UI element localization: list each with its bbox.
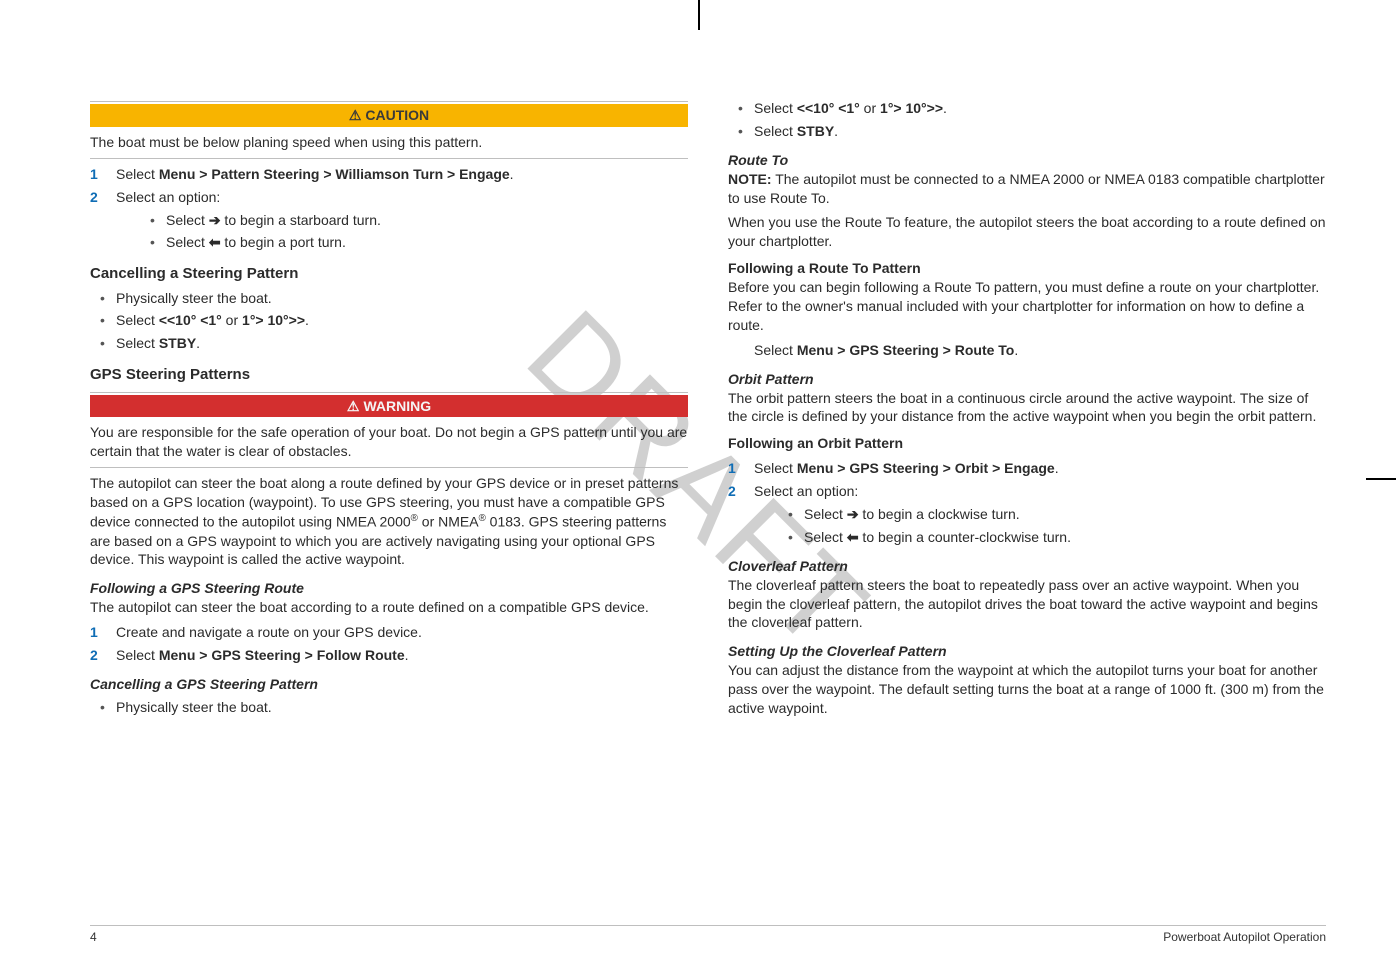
rule	[90, 158, 688, 159]
step: 1 Select Menu > GPS Steering > Orbit > En…	[728, 459, 1326, 478]
footer-title: Powerboat Autopilot Operation	[1163, 930, 1326, 944]
text: When you use the Route To feature, the a…	[728, 213, 1326, 251]
step: 2 Select an option: Select ➔ to begin a …	[90, 188, 688, 253]
warning-banner: ⚠WARNING	[90, 395, 688, 418]
step: 1 Select Menu > Pattern Steering > Willi…	[90, 165, 688, 184]
bullet: Physically steer the boat.	[90, 698, 688, 717]
step-number: 1	[728, 459, 736, 478]
heading-follow-route: Following a GPS Steering Route	[90, 579, 688, 598]
heading-cloverleaf: Cloverleaf Pattern	[728, 557, 1326, 576]
text: Create and navigate a route on your GPS …	[116, 624, 422, 640]
note: NOTE: The autopilot must be connected to…	[728, 170, 1326, 208]
text: You can adjust the distance from the way…	[728, 661, 1326, 718]
crop-mark-top	[698, 0, 700, 30]
heading-follow-route-to: Following a Route To Pattern	[728, 259, 1326, 278]
arrow-left-icon: ⬅	[847, 528, 859, 547]
crop-mark-right	[1366, 478, 1396, 480]
heading-route-to: Route To	[728, 151, 1326, 170]
text: Select an option:	[754, 483, 858, 499]
step: 2 Select an option: Select ➔ to begin a c…	[728, 482, 1326, 547]
bullet: Physically steer the boat.	[90, 289, 688, 308]
warning-triangle-icon: ⚠	[347, 397, 360, 416]
option: Select ⬅ to begin a counter-clockwise tu…	[754, 528, 1326, 547]
heading-cancel-gps: Cancelling a GPS Steering Pattern	[90, 675, 688, 694]
option: Select ➔ to begin a clockwise turn.	[754, 505, 1326, 524]
option: Select ⬅ to begin a port turn.	[116, 233, 688, 252]
text: Select Menu > Pattern Steering > William…	[116, 166, 514, 182]
step: 2 Select Menu > GPS Steering > Follow Rou…	[90, 646, 688, 665]
text: Before you can begin following a Route T…	[728, 278, 1326, 335]
heading-gps-patterns: GPS Steering Patterns	[90, 365, 688, 385]
warning-triangle-icon: ⚠	[349, 106, 362, 125]
gps-paragraph: The autopilot can steer the boat along a…	[90, 474, 688, 569]
warning-label: WARNING	[363, 398, 431, 414]
page-body: ⚠CAUTION The boat must be below planing …	[90, 95, 1326, 906]
option: Select ➔ to begin a starboard turn.	[116, 211, 688, 230]
heading-setup-cloverleaf: Setting Up the Cloverleaf Pattern	[728, 642, 1326, 661]
step-number: 1	[90, 623, 98, 642]
rule	[90, 392, 688, 393]
caution-label: CAUTION	[365, 107, 429, 123]
arrow-right-icon: ➔	[847, 505, 859, 524]
bullet: Select STBY.	[90, 334, 688, 353]
text: The autopilot can steer the boat accordi…	[90, 598, 688, 617]
text: Select Menu > GPS Steering > Follow Rout…	[116, 647, 409, 663]
text: Select an option:	[116, 189, 220, 205]
rule	[90, 101, 688, 102]
warning-text: You are responsible for the safe operati…	[90, 423, 688, 461]
left-column: ⚠CAUTION The boat must be below planing …	[90, 95, 688, 906]
bullet: Select <<10° <1° or 1°> 10°>>.	[728, 99, 1326, 118]
text: The cloverleaf pattern steers the boat t…	[728, 576, 1326, 633]
bullet: Select STBY.	[728, 122, 1326, 141]
heading-orbit: Orbit Pattern	[728, 370, 1326, 389]
right-column: Select <<10° <1° or 1°> 10°>>. Select ST…	[728, 95, 1326, 906]
caution-banner: ⚠CAUTION	[90, 104, 688, 127]
heading-follow-orbit: Following an Orbit Pattern	[728, 434, 1326, 453]
text: The orbit pattern steers the boat in a c…	[728, 389, 1326, 427]
bullet: Select <<10° <1° or 1°> 10°>>.	[90, 311, 688, 330]
heading-cancel-steering: Cancelling a Steering Pattern	[90, 264, 688, 284]
caution-text: The boat must be below planing speed whe…	[90, 133, 688, 152]
step-number: 2	[90, 188, 98, 207]
step-number: 2	[728, 482, 736, 501]
text: Select Menu > GPS Steering > Orbit > Eng…	[754, 460, 1059, 476]
step-number: 1	[90, 165, 98, 184]
rule	[90, 467, 688, 468]
arrow-left-icon: ⬅	[209, 233, 221, 252]
step: Select Menu > GPS Steering > Route To.	[754, 341, 1326, 360]
arrow-right-icon: ➔	[209, 211, 221, 230]
step-number: 2	[90, 646, 98, 665]
footer: 4 Powerboat Autopilot Operation	[90, 925, 1326, 944]
page-number: 4	[90, 930, 97, 944]
step: 1 Create and navigate a route on your GPS…	[90, 623, 688, 642]
